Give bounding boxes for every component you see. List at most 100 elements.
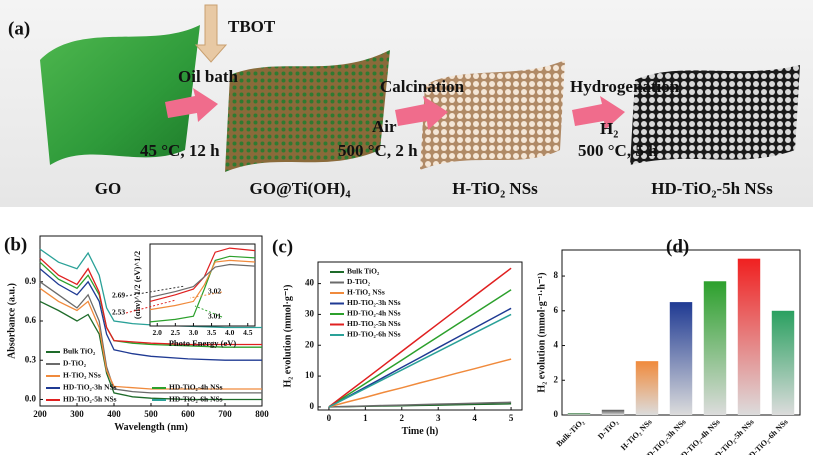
series-line <box>149 263 256 298</box>
htio2-sheet <box>420 60 565 170</box>
bar <box>601 409 625 415</box>
plot-frame <box>149 243 256 327</box>
legend-label: H-TiO₂ NSs <box>347 288 385 297</box>
y-tick-label: 10 <box>305 370 315 380</box>
annotation-leader <box>194 305 223 318</box>
go-sheet <box>40 25 200 165</box>
gas: Air <box>372 117 397 136</box>
annotation: 2.69 <box>112 291 125 300</box>
x-tick-label: 200 <box>33 409 47 419</box>
series-line <box>328 289 512 408</box>
y-axis-label: H₂ evolution (mmol·g⁻¹) <box>282 285 293 388</box>
annotation: 3.02 <box>208 287 221 296</box>
y-tick-label: 4 <box>554 340 559 350</box>
y-tick-label: 6 <box>554 305 559 315</box>
x-tick-label: 2.0 <box>153 328 163 337</box>
bar <box>771 310 795 415</box>
bar <box>703 281 727 415</box>
series-line <box>328 267 512 408</box>
annotation: 3.01 <box>208 312 221 321</box>
annotation: 2.53 <box>112 308 125 317</box>
series-line <box>39 287 262 390</box>
y-tick-label: 0.9 <box>25 276 37 286</box>
panel-label: (d) <box>666 236 689 257</box>
y-axis-label: (αhν)^1/2 (eV)^1/2 <box>132 251 142 319</box>
step-label: Oil bath <box>178 67 239 86</box>
x-tick-label: 5 <box>509 413 514 423</box>
x-tick-label: 800 <box>255 409 269 419</box>
x-tick-label: 300 <box>70 409 84 419</box>
y-tick-label: 0.6 <box>25 315 37 325</box>
panel-a: (a) TBOT Oil bath 45 °C, 12 h GO GO@Ti(O… <box>0 0 813 207</box>
x-tick-label: 1 <box>363 413 368 423</box>
legend-label: HD-TiO₂-6h NSs <box>169 395 223 404</box>
y-tick-label: 20 <box>305 339 315 349</box>
condition: 500 °C, 2 h <box>338 141 418 160</box>
legend-label: HD-TiO₂-5h NSs <box>347 319 401 328</box>
arrow-3 <box>572 96 625 130</box>
panel-label: (c) <box>272 236 293 257</box>
x-tick-label: 4.5 <box>243 328 253 337</box>
step-label: Calcination <box>380 77 465 96</box>
arrow-2 <box>395 96 448 130</box>
series-line <box>328 358 512 408</box>
x-tick-label: 2 <box>400 413 405 423</box>
node-label: GO@Ti(OH)₄ <box>250 179 351 198</box>
series-line <box>39 268 262 361</box>
y-axis-label: Absorbance (a.u.) <box>6 283 17 359</box>
legend-label: Bulk TiO₂ <box>63 347 96 356</box>
x-tick-label: H-TiO₂ NSs <box>619 417 654 452</box>
plot-frame <box>317 261 523 411</box>
legend-label: D-TiO₂ <box>347 277 371 286</box>
series-line <box>328 313 512 408</box>
node-label: HD-TiO₂-5h NSs <box>651 179 773 198</box>
legend-label: HD-TiO₂-4h NSs <box>347 309 401 318</box>
y-tick-label: 0.0 <box>25 394 37 404</box>
y-tick-label: 0 <box>554 409 559 419</box>
x-tick-label: 0 <box>327 413 332 423</box>
y-tick-label: 40 <box>305 278 315 288</box>
y-axis-label: H₂ evolution (mmol·g⁻¹·h⁻¹) <box>536 272 547 392</box>
x-tick-label: 3.5 <box>207 328 217 337</box>
x-tick-label: D-TiO₂ <box>596 417 620 441</box>
condition: 45 °C, 12 h <box>140 141 220 160</box>
goti-sheet <box>225 50 390 172</box>
series-line <box>149 259 256 311</box>
x-tick-label: Bulk-TiO₂ <box>554 417 586 449</box>
arrow-1 <box>165 88 218 122</box>
x-tick-label: 600 <box>181 409 195 419</box>
legend-label: Bulk TiO₂ <box>347 267 380 276</box>
y-tick-label: 0.3 <box>25 354 37 364</box>
series-line <box>149 255 256 323</box>
x-axis-label: Time (h) <box>402 426 439 437</box>
legend-label: HD-TiO₂-5h NSs <box>63 395 117 404</box>
x-tick-label: 700 <box>218 409 232 419</box>
reagent: TBOT <box>228 17 276 36</box>
legend-label: HD-TiO₂-4h NSs <box>169 383 223 392</box>
annotation-leader <box>125 299 177 314</box>
bar <box>669 302 693 415</box>
x-tick-label: 3.0 <box>189 328 199 337</box>
bar <box>567 413 591 415</box>
series-line <box>39 257 262 346</box>
x-tick-label: 2.5 <box>171 328 181 337</box>
x-tick-label: 4 <box>472 413 477 423</box>
bar <box>635 361 659 415</box>
panel-label: (a) <box>8 18 30 39</box>
series-line <box>39 300 262 401</box>
legend-label: D-TiO₂ <box>63 359 87 368</box>
series-line <box>328 307 512 408</box>
series-line <box>328 401 512 408</box>
annotation-leader <box>189 291 223 299</box>
legend-label: HD-TiO₂-6h NSs <box>347 330 401 339</box>
panel-label: (b) <box>4 234 27 255</box>
x-tick-label: 500 <box>144 409 158 419</box>
x-tick-label: 3 <box>436 413 441 423</box>
legend-label: HD-TiO₂-3h NSs <box>63 383 117 392</box>
condition: 500 °C, 5 h <box>578 141 658 160</box>
legend-label: H-TiO₂ NSs <box>63 371 101 380</box>
y-tick-label: 8 <box>554 270 559 280</box>
x-axis-label: Wavelength (nm) <box>114 422 188 433</box>
gas: H₂ <box>600 119 618 138</box>
